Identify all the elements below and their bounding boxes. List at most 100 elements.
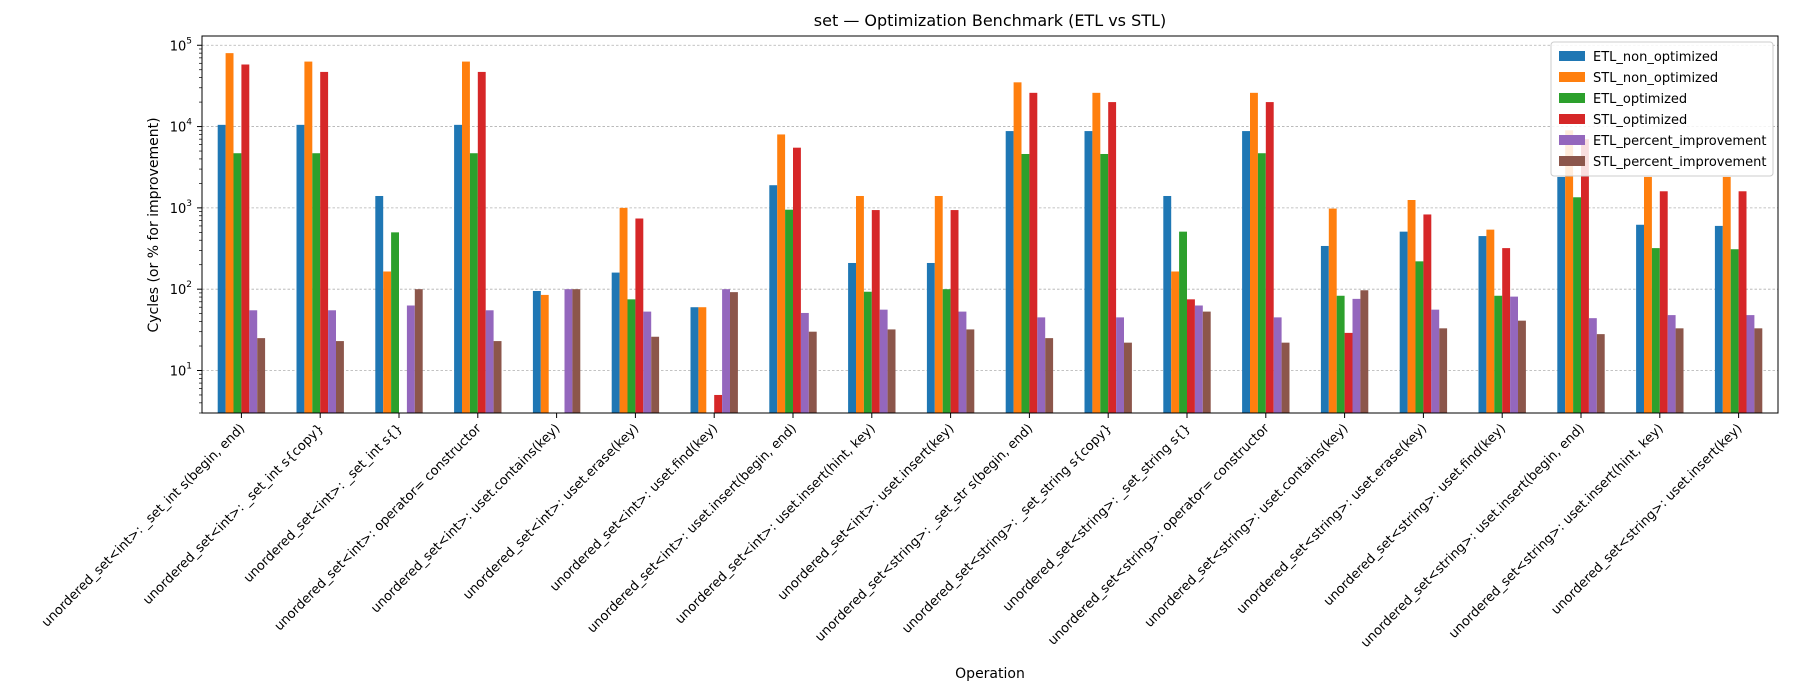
bar xyxy=(1124,342,1132,413)
bar xyxy=(808,331,817,413)
bar xyxy=(1565,130,1574,414)
bar xyxy=(863,291,872,413)
bar xyxy=(406,305,415,413)
bar xyxy=(1352,298,1361,413)
bars-layer xyxy=(217,53,1763,414)
bar xyxy=(1108,102,1117,413)
bar xyxy=(477,71,486,414)
bar xyxy=(690,307,699,413)
bar xyxy=(1667,315,1676,413)
bar xyxy=(1336,295,1345,413)
bar xyxy=(572,289,581,413)
bar xyxy=(1423,214,1432,413)
bar xyxy=(1502,248,1511,413)
bar xyxy=(698,307,707,413)
legend-swatch xyxy=(1559,135,1585,145)
legend-swatch xyxy=(1559,156,1585,166)
bar xyxy=(1407,200,1416,413)
bar xyxy=(958,311,967,413)
bar xyxy=(722,289,730,413)
legend-label: ETL_percent_improvement xyxy=(1593,134,1766,149)
bar xyxy=(414,289,423,413)
bar xyxy=(1415,261,1424,413)
bar xyxy=(1722,176,1731,413)
bar xyxy=(1730,249,1739,413)
bar xyxy=(1273,317,1282,413)
bar xyxy=(1163,195,1172,413)
bar xyxy=(966,329,975,413)
bar xyxy=(257,338,266,413)
legend: ETL_non_optimized STL_non_optimized ETL_op… xyxy=(1550,41,1774,177)
bar xyxy=(564,289,573,413)
bar xyxy=(714,394,723,413)
bar xyxy=(611,272,620,413)
legend-label: STL_non_optimized xyxy=(1593,71,1718,86)
bar xyxy=(1344,332,1353,413)
bar xyxy=(635,218,644,413)
bar xyxy=(1320,245,1329,413)
bar xyxy=(233,153,242,414)
bar xyxy=(1510,296,1518,413)
bar xyxy=(1171,271,1180,413)
bar xyxy=(1037,317,1046,413)
bar xyxy=(1557,176,1566,413)
bar xyxy=(241,64,250,413)
bar xyxy=(1573,197,1581,413)
bar xyxy=(1596,334,1605,413)
bar xyxy=(769,185,778,413)
bar xyxy=(312,153,321,414)
bar xyxy=(1202,311,1211,413)
bar xyxy=(1257,153,1266,414)
bar xyxy=(1281,342,1290,413)
legend-label: ETL_optimized xyxy=(1593,92,1687,107)
bar xyxy=(934,195,943,413)
legend-label: ETL_non_optimized xyxy=(1593,50,1718,65)
bar xyxy=(848,262,856,413)
bar xyxy=(1084,131,1093,413)
bar xyxy=(1486,229,1495,413)
bar xyxy=(383,271,392,413)
bar xyxy=(1746,315,1755,413)
bar xyxy=(1100,153,1109,414)
bar xyxy=(879,309,888,413)
bar xyxy=(485,310,494,413)
bar xyxy=(532,290,541,413)
bar xyxy=(777,134,786,413)
bar xyxy=(1399,231,1408,413)
legend-box xyxy=(1550,41,1774,177)
x-axis-title: Operation xyxy=(955,666,1025,682)
bar xyxy=(887,329,896,413)
y-axis-title: Cycles (or % for improvement) xyxy=(146,117,162,332)
bar xyxy=(643,311,652,413)
bar xyxy=(627,299,636,413)
bar xyxy=(1738,191,1747,413)
bar xyxy=(1518,320,1526,413)
bar xyxy=(1187,299,1195,413)
bar xyxy=(1651,248,1660,413)
bar xyxy=(1644,176,1652,413)
bar xyxy=(793,147,801,413)
bar xyxy=(950,210,959,413)
bar xyxy=(1021,153,1030,414)
bar xyxy=(942,289,951,413)
bar xyxy=(1045,338,1054,413)
legend-swatch xyxy=(1559,114,1585,124)
bar xyxy=(1116,317,1124,413)
bar xyxy=(1360,290,1369,413)
bar xyxy=(1581,139,1589,413)
bar xyxy=(1250,92,1258,413)
bar xyxy=(1431,309,1440,413)
bar xyxy=(1013,82,1022,413)
bar xyxy=(926,262,935,413)
bar xyxy=(800,312,809,413)
bar xyxy=(454,124,462,413)
chart-title: set — Optimization Benchmark (ETL vs STL… xyxy=(814,11,1166,30)
bar xyxy=(336,341,344,413)
legend-swatch xyxy=(1559,51,1585,61)
bar xyxy=(1675,328,1684,413)
plot-frame xyxy=(201,35,1779,414)
bar xyxy=(785,209,793,413)
